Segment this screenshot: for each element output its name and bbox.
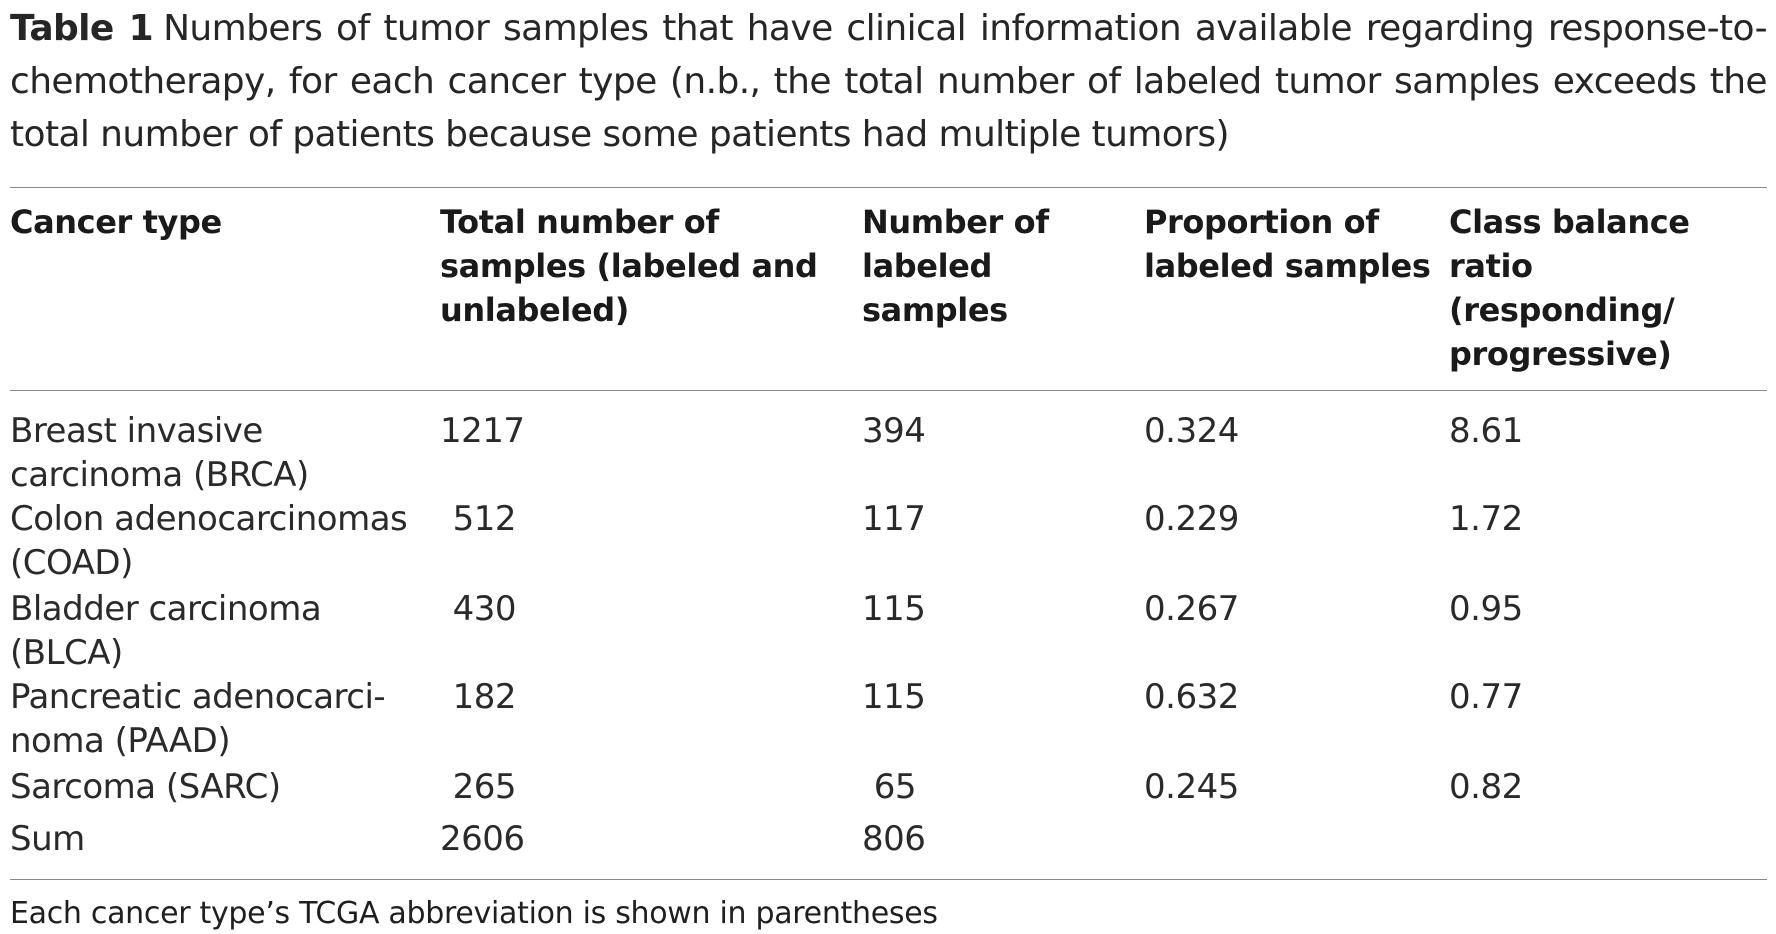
cell-ratio: 1.72 <box>1449 499 1523 539</box>
header-class-balance: Class balance ratio (responding/ progres… <box>1449 203 1690 373</box>
cell-labeled: 394 <box>862 391 1144 497</box>
cell-total: 512 <box>440 497 862 587</box>
table-body: Breast invasive carcinoma (BRCA) 1217 39… <box>10 391 1767 879</box>
cell-total: 1217 <box>440 391 862 497</box>
header-cancer-type: Cancer type <box>10 203 222 241</box>
cell-labeled-value: 117 <box>862 499 926 539</box>
table-header: Cancer type Total number of samples (lab… <box>10 188 1767 391</box>
bottom-rule <box>10 879 1767 880</box>
cell-cancer-type: Sarcoma (SARC) <box>10 767 281 807</box>
cell-labeled: 65 <box>862 765 1144 817</box>
cell-proportion <box>1144 817 1449 879</box>
table-caption: Table 1 Numbers of tumor samples that hav… <box>10 2 1768 161</box>
cell-labeled: 117 <box>862 497 1144 587</box>
header-row: Cancer type Total number of samples (lab… <box>10 188 1767 390</box>
header-total-samples: Total number of samples (labeled and unl… <box>440 203 818 329</box>
table-footnote: Each cancer type’s TCGA abbreviation is … <box>10 896 938 931</box>
cell-labeled: 806 <box>862 817 1144 879</box>
cell-total-value: 182 <box>452 677 517 717</box>
cell-total: 2606 <box>440 817 862 879</box>
cell-ratio: 0.95 <box>1449 589 1523 629</box>
cell-cancer-type: Bladder carcinoma (BLCA) <box>10 589 322 673</box>
table-row-sum: Sum 2606 806 <box>10 817 1767 879</box>
cell-labeled: 115 <box>862 587 1144 675</box>
cell-labeled-value: 65 <box>873 767 917 807</box>
table-figure: Table 1 Numbers of tumor samples that hav… <box>10 2 1768 934</box>
table-row: Breast invasive carcinoma (BRCA) 1217 39… <box>10 391 1767 497</box>
cell-labeled: 115 <box>862 675 1144 765</box>
cell-cancer-type: Pancreatic adenocarci-noma (PAAD) <box>10 677 386 761</box>
cell-ratio: 0.77 <box>1449 677 1523 717</box>
cell-total-value: 2606 <box>440 819 525 859</box>
header-rule <box>10 390 1767 391</box>
cell-cancer-type: Colon adenocarcinomas (COAD) <box>10 499 408 583</box>
top-rule <box>10 187 1767 188</box>
cell-total-value: 430 <box>452 589 517 629</box>
cell-labeled-value: 806 <box>862 819 926 859</box>
cell-proportion: 0.267 <box>1144 589 1239 629</box>
cell-labeled-value: 115 <box>862 677 926 717</box>
header-proportion: Proportion of labeled samples <box>1144 203 1431 285</box>
cell-total-value: 512 <box>452 499 517 539</box>
cell-proportion: 0.229 <box>1144 499 1239 539</box>
cell-ratio: 0.82 <box>1449 767 1523 807</box>
cell-proportion: 0.632 <box>1144 677 1239 717</box>
cell-proportion: 0.324 <box>1144 411 1239 451</box>
table-row: Colon adenocarcinomas (COAD) 512 117 0.2… <box>10 497 1767 587</box>
cell-ratio <box>1449 817 1767 879</box>
table-row: Pancreatic adenocarci-noma (PAAD) 182 11… <box>10 675 1767 765</box>
cell-proportion: 0.245 <box>1144 767 1239 807</box>
cell-cancer-type: Breast invasive carcinoma (BRCA) <box>10 411 309 495</box>
header-labeled-samples: Number of labeled samples <box>862 203 1049 329</box>
table-row: Sarcoma (SARC) 265 65 0.245 0.82 <box>10 765 1767 817</box>
data-table: Cancer type Total number of samples (lab… <box>10 188 1767 879</box>
cell-total-value: 265 <box>452 767 517 807</box>
table-label: Table 1 <box>10 8 154 49</box>
table-row: Bladder carcinoma (BLCA) 430 115 0.267 0… <box>10 587 1767 675</box>
cell-ratio: 8.61 <box>1449 411 1523 451</box>
cell-total: 430 <box>440 587 862 675</box>
cell-cancer-type: Sum <box>10 819 85 859</box>
caption-text: Numbers of tumor samples that have clini… <box>10 8 1768 155</box>
cell-labeled-value: 115 <box>862 589 926 629</box>
cell-total: 265 <box>440 765 862 817</box>
cell-labeled-value: 394 <box>862 411 926 451</box>
cell-total: 182 <box>440 675 862 765</box>
cell-total-value: 1217 <box>440 411 525 451</box>
